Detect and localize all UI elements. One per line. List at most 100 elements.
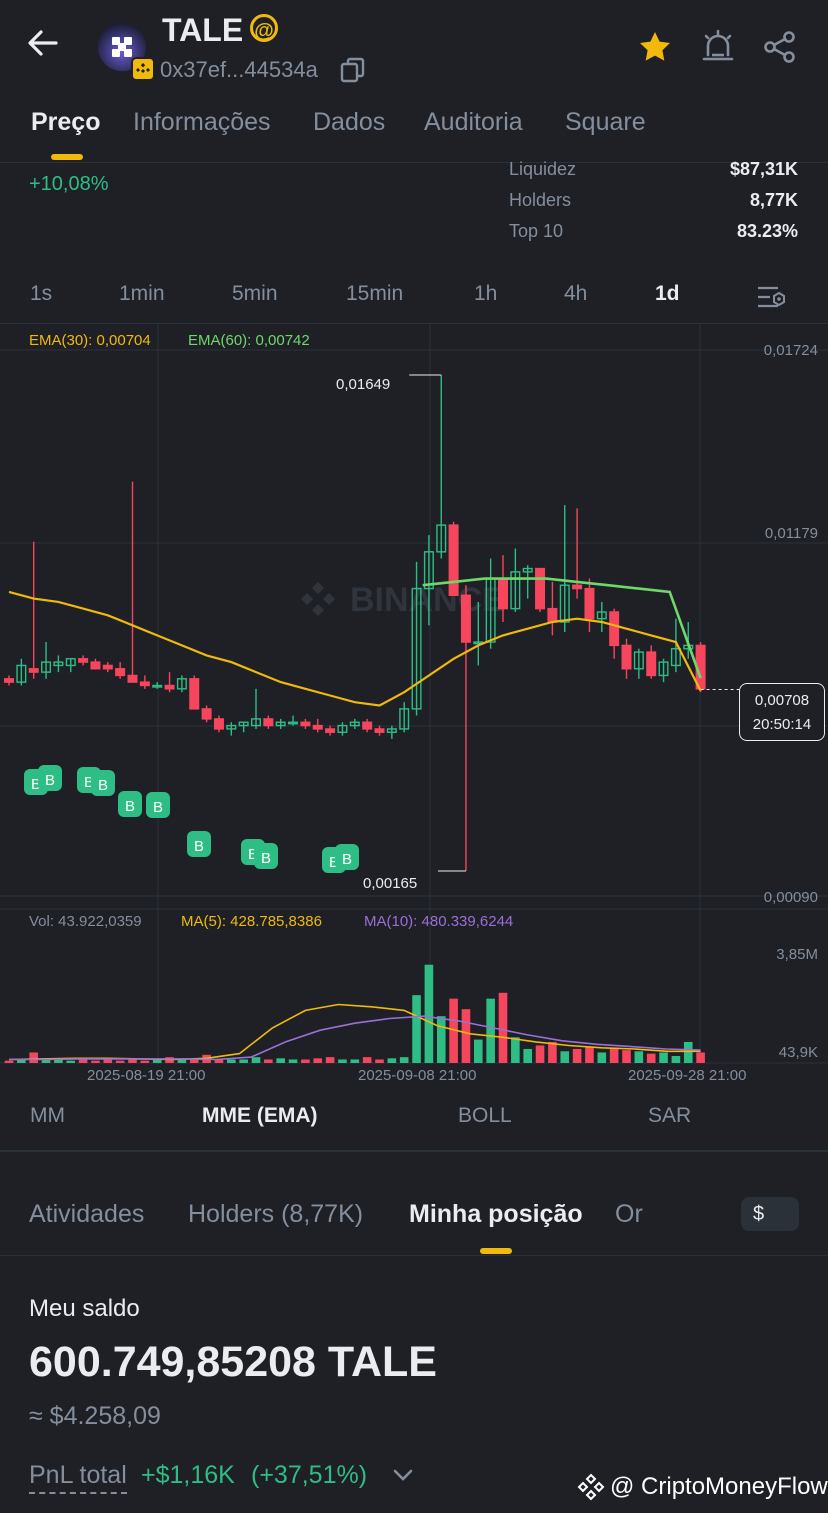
candle-body	[189, 678, 200, 710]
volume-bar	[424, 964, 434, 1063]
divider	[0, 323, 828, 324]
pnl-value: +$1,16K	[141, 1461, 235, 1489]
volume-bar	[535, 1045, 545, 1063]
low-annotation: 0,00165	[363, 875, 418, 892]
volume-bar	[313, 1058, 323, 1063]
alert-bell-icon[interactable]	[700, 28, 736, 64]
buy-marker: B	[91, 770, 115, 796]
price-tick-mid: 0,01179	[764, 525, 818, 542]
volume-bar	[597, 1052, 607, 1063]
tab-informacoes[interactable]: Informações	[133, 108, 271, 136]
buy-marker-label: B	[125, 798, 135, 815]
candle-body	[201, 708, 212, 720]
indicator-sar[interactable]: SAR	[648, 1104, 692, 1127]
volume-tick-top: 3,85M	[776, 946, 818, 963]
balance-usd: ≈ $4.258,09	[29, 1402, 161, 1430]
tab-preco[interactable]: Preço	[31, 108, 101, 136]
chart-settings-icon[interactable]	[756, 282, 788, 312]
candle-body	[609, 611, 620, 647]
candle-body	[436, 524, 447, 553]
tab-holders[interactable]: Holders (8,77K)	[188, 1200, 364, 1228]
pnl-label[interactable]: PnL total	[29, 1461, 127, 1494]
tab-dados[interactable]: Dados	[313, 108, 386, 136]
tab-minha-posicao[interactable]: Minha posição	[409, 1200, 583, 1228]
tab-atividades[interactable]: Atividades	[29, 1200, 145, 1228]
volume-bar	[115, 1060, 125, 1063]
balance-label: Meu saldo	[29, 1295, 140, 1322]
candle-body	[498, 577, 509, 610]
buy-marker: B	[335, 844, 359, 870]
mention-badge[interactable]: @	[250, 14, 278, 42]
candle-body	[386, 728, 397, 733]
candle-body	[65, 658, 76, 667]
contract-address[interactable]: 0x37ef...44534a	[160, 57, 318, 82]
candle-body	[362, 721, 373, 730]
buy-marker-label: B	[31, 776, 41, 793]
ema30-legend: EMA(30): 0,00704	[29, 332, 151, 349]
timeframe-4h[interactable]: 4h	[564, 282, 588, 305]
buy-marker: B	[118, 791, 142, 817]
current-price: 0,00708	[754, 692, 810, 709]
candle-body	[41, 661, 52, 673]
candle-body	[374, 728, 385, 733]
currency-toggle[interactable]: $	[741, 1197, 799, 1231]
copy-icon[interactable]	[339, 56, 367, 84]
indicator-ema[interactable]: MME (EMA)	[202, 1104, 318, 1127]
chevron-down-icon[interactable]	[392, 1466, 414, 1484]
timeframe-1s[interactable]: 1s	[30, 282, 53, 305]
candle-body	[337, 724, 348, 733]
candle-body	[176, 678, 187, 690]
candle-body	[658, 661, 669, 677]
candle-body	[90, 661, 101, 670]
candle-body	[349, 721, 360, 727]
buy-marker: B	[187, 831, 211, 857]
candle-body	[3, 678, 15, 683]
candle-body	[213, 718, 224, 730]
candle-body	[250, 718, 261, 727]
volume-bar	[486, 998, 495, 1063]
back-arrow-icon[interactable]	[26, 26, 62, 66]
tab-auditoria[interactable]: Auditoria	[424, 108, 523, 136]
volume-bar	[239, 1059, 248, 1063]
ema-lines	[8, 577, 702, 707]
volume-bar	[227, 1059, 236, 1063]
volume-bar	[41, 1059, 51, 1063]
candle-body	[535, 567, 546, 610]
tab-ordens[interactable]: Or	[615, 1200, 643, 1228]
stat-value-liquidity: $87,31K	[729, 159, 798, 179]
volume-bar	[671, 1055, 681, 1063]
volume-bar	[646, 1053, 656, 1063]
buy-marker-label: B	[98, 777, 108, 794]
buy-marker: B	[254, 843, 278, 869]
candle-body	[16, 664, 27, 683]
timeframe-5min[interactable]: 5min	[232, 282, 278, 305]
indicator-boll[interactable]: BOLL	[458, 1104, 512, 1127]
volume-bar	[103, 1058, 113, 1063]
timeframe-1d[interactable]: 1d	[655, 282, 680, 305]
volume-bar	[683, 1041, 693, 1063]
share-icon[interactable]	[762, 29, 798, 65]
tab-square[interactable]: Square	[565, 108, 646, 136]
timeframe-1h[interactable]: 1h	[474, 282, 498, 305]
ma10-legend: MA(10): 480.339,6244	[364, 913, 514, 930]
volume-bar	[436, 1016, 446, 1063]
favorite-star-icon[interactable]	[638, 30, 672, 64]
volume-bar	[189, 1059, 199, 1063]
volume-bar	[78, 1059, 88, 1063]
volume-bar	[622, 1050, 631, 1063]
volume-bar	[66, 1060, 76, 1063]
timeframe-1min[interactable]: 1min	[119, 282, 165, 305]
buy-marker-label: B	[84, 774, 94, 791]
pnl-percent: (+37,51%)	[251, 1461, 368, 1489]
timeframe-15min[interactable]: 15min	[346, 282, 404, 305]
indicator-ma[interactable]: MM	[30, 1104, 65, 1127]
volume-bar	[474, 1039, 483, 1063]
candle-body	[633, 651, 644, 670]
current-price-box: 0,00708 20:50:14	[739, 683, 825, 741]
chain-badge-icon	[131, 57, 155, 81]
ema60-line	[422, 577, 702, 679]
price-tick-bottom: 0,00090	[763, 889, 818, 906]
volume-bar	[387, 1058, 397, 1063]
volume-bar	[177, 1058, 187, 1063]
